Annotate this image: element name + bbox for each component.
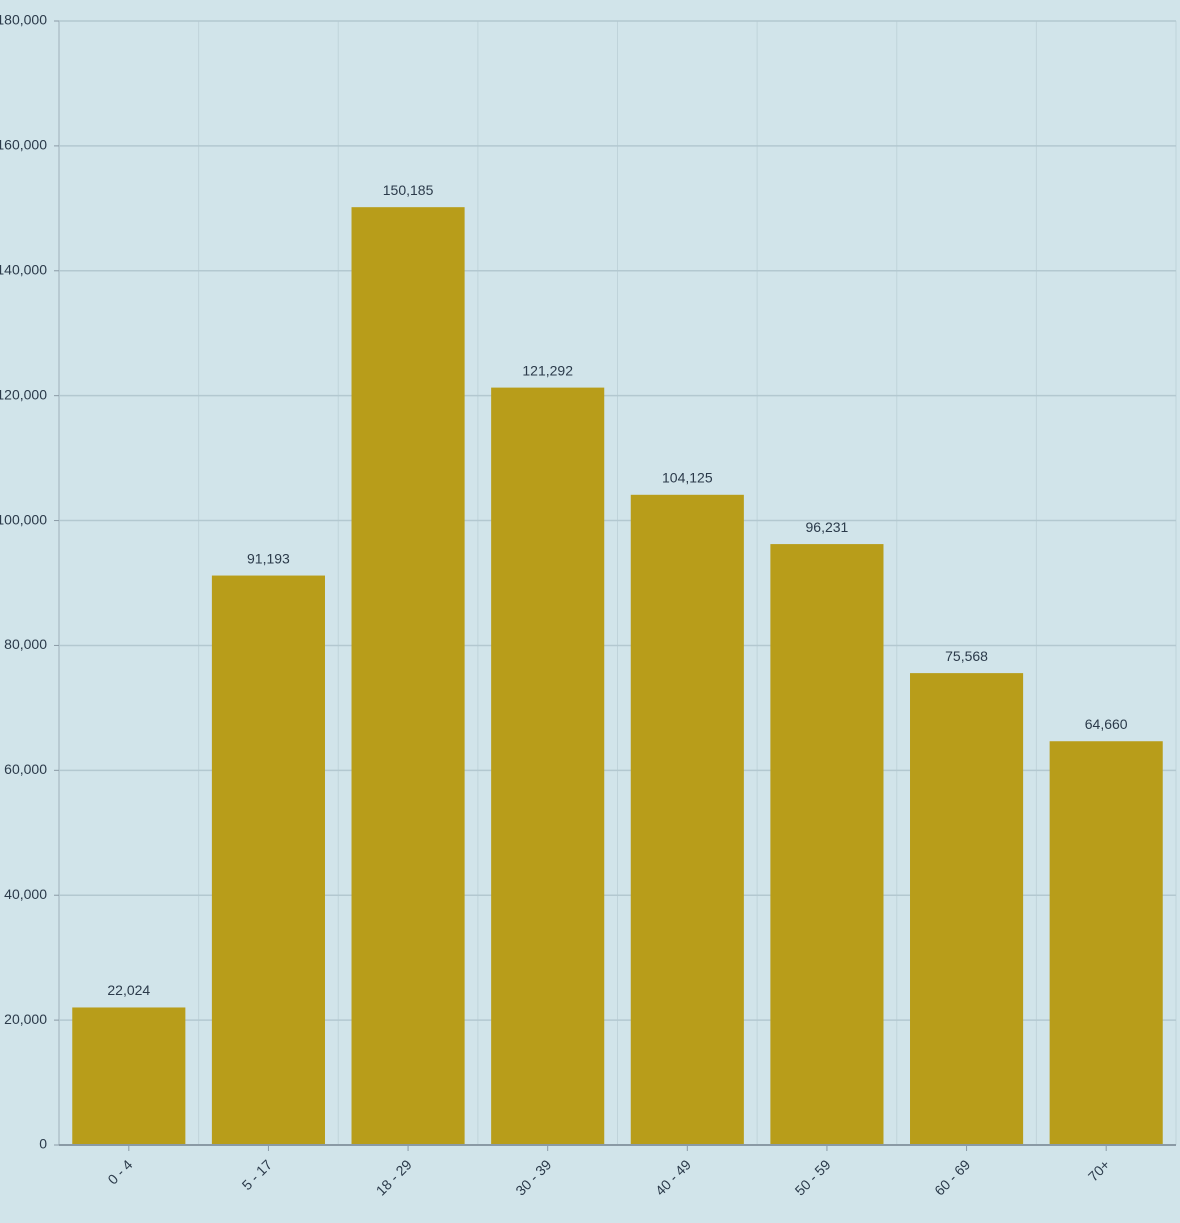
y-tick-label: 20,000 [4, 1011, 47, 1027]
x-tick-label: 18 - 29 [373, 1156, 415, 1198]
y-tick-label: 140,000 [0, 261, 47, 277]
bar [910, 673, 1024, 1145]
bar [72, 1007, 186, 1145]
bar [211, 575, 325, 1145]
value-label: 121,292 [522, 362, 573, 378]
value-label: 22,024 [107, 982, 150, 998]
bar [491, 387, 605, 1145]
y-tick-label: 180,000 [0, 12, 47, 28]
value-label: 96,231 [806, 519, 849, 535]
value-label: 75,568 [945, 648, 988, 664]
y-tick-label: 160,000 [0, 137, 47, 153]
value-label: 64,660 [1085, 716, 1128, 732]
value-label: 104,125 [662, 470, 713, 486]
x-tick-label: 30 - 39 [512, 1156, 554, 1198]
y-tick-label: 0 [39, 1136, 47, 1152]
x-tick-label: 40 - 49 [652, 1156, 694, 1198]
bar [630, 494, 744, 1145]
x-tick-label: 50 - 59 [792, 1156, 834, 1198]
x-tick-label: 5 - 17 [239, 1156, 276, 1193]
x-tick-label: 0 - 4 [104, 1156, 135, 1187]
value-label: 91,193 [247, 550, 290, 566]
x-tick-label: 70+ [1085, 1156, 1113, 1184]
x-tick-label: 60 - 69 [931, 1156, 973, 1198]
y-tick-label: 60,000 [4, 761, 47, 777]
value-label: 150,185 [383, 182, 434, 198]
y-tick-label: 80,000 [4, 636, 47, 652]
bar [770, 544, 884, 1145]
y-tick-label: 40,000 [4, 886, 47, 902]
bar [351, 207, 465, 1146]
bar [1049, 741, 1163, 1145]
y-tick-label: 100,000 [0, 511, 47, 527]
y-tick-label: 120,000 [0, 386, 47, 402]
